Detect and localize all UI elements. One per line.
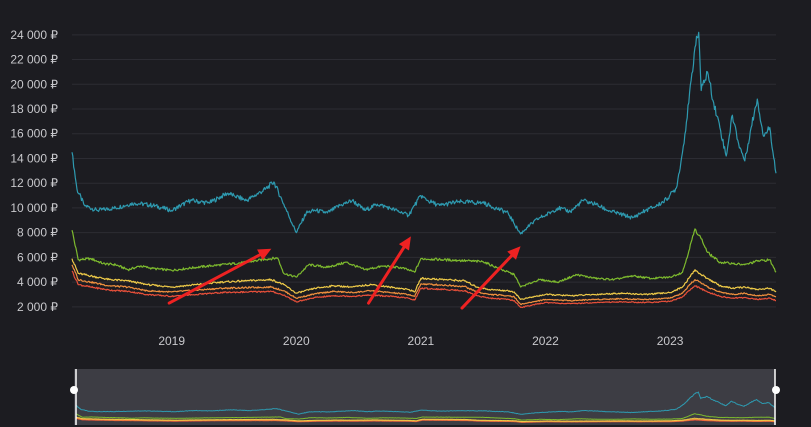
navigator-line bbox=[75, 391, 776, 415]
y-axis: 2 000 ₽ 4 000 ₽ 6 000 ₽ 8 000 ₽ 10 000 ₽ 12 0… bbox=[10, 28, 58, 314]
y-tick-label: 24 000 ₽ bbox=[10, 28, 58, 42]
series-line bbox=[71, 264, 777, 306]
annotation-arrows bbox=[167, 236, 521, 310]
navigator-selection[interactable] bbox=[74, 369, 775, 425]
y-tick-label: 8 000 ₽ bbox=[17, 226, 58, 240]
x-tick-label: 2023 bbox=[657, 334, 684, 348]
series-line bbox=[71, 31, 777, 235]
y-tick-label: 14 000 ₽ bbox=[10, 151, 58, 165]
y-tick-label: 22 000 ₽ bbox=[10, 53, 58, 67]
navigator-line bbox=[75, 416, 776, 422]
navigator-right-handle[interactable] bbox=[772, 386, 780, 394]
y-tick-label: 12 000 ₽ bbox=[10, 176, 58, 190]
x-tick-label: 2021 bbox=[408, 334, 435, 348]
y-tick-label: 18 000 ₽ bbox=[10, 102, 58, 116]
y-tick-label: 16 000 ₽ bbox=[10, 127, 58, 141]
y-tick-label: 20 000 ₽ bbox=[10, 77, 58, 91]
y-tick-label: 6 000 ₽ bbox=[17, 250, 58, 264]
red-arrow bbox=[167, 248, 272, 305]
y-tick-label: 2 000 ₽ bbox=[17, 300, 58, 314]
navigator-left-handle[interactable] bbox=[70, 386, 78, 394]
series-line bbox=[71, 270, 776, 309]
red-arrow bbox=[367, 236, 411, 305]
x-tick-label: 2020 bbox=[283, 334, 310, 348]
x-axis: 2019 2020 2021 2022 2023 bbox=[158, 334, 683, 348]
x-tick-label: 2019 bbox=[158, 334, 185, 348]
range-navigator[interactable] bbox=[0, 360, 811, 427]
navigator-series bbox=[75, 391, 776, 423]
red-arrow bbox=[460, 246, 521, 310]
main-plot: 2 000 ₽ 4 000 ₽ 6 000 ₽ 8 000 ₽ 10 000 ₽ 12 0… bbox=[10, 28, 777, 348]
y-tick-label: 10 000 ₽ bbox=[10, 201, 58, 215]
grid bbox=[72, 34, 776, 308]
series-lines bbox=[71, 31, 777, 309]
series-line bbox=[71, 258, 777, 300]
navigator-line bbox=[75, 413, 776, 421]
y-tick-label: 4 000 ₽ bbox=[17, 275, 58, 289]
x-tick-label: 2022 bbox=[532, 334, 559, 348]
series-line bbox=[71, 228, 777, 288]
